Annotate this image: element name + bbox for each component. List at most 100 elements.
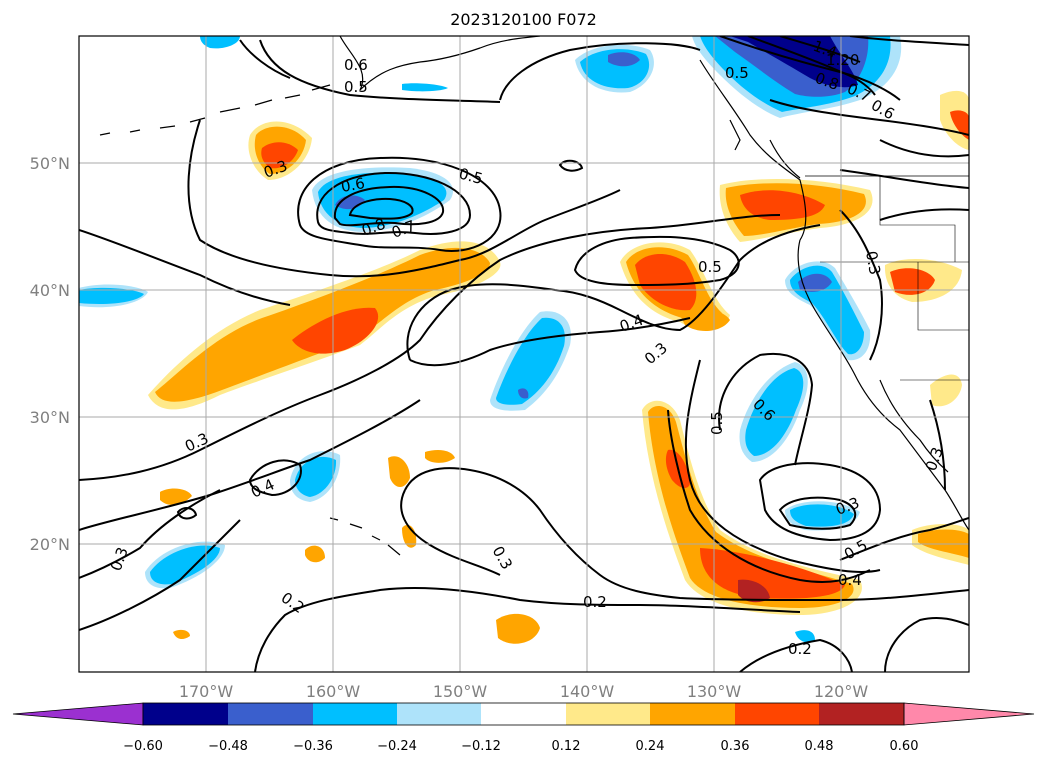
contour-line <box>79 229 291 306</box>
contour-line <box>409 317 691 367</box>
lon-label: 140°W <box>560 682 615 701</box>
contour-line <box>718 352 814 466</box>
anomaly-negative <box>518 388 529 399</box>
colorbar-tick-label: −0.48 <box>208 739 248 754</box>
contour-line <box>747 36 876 96</box>
anomaly-negative <box>795 630 815 643</box>
colorbar-segment <box>228 703 313 725</box>
colorbar-tick-label: 0.36 <box>721 739 750 754</box>
contour-label: 0.3 <box>489 543 517 573</box>
anomaly-positive <box>292 307 379 354</box>
contour-label: 0.6 <box>340 174 367 196</box>
anomaly-negative <box>790 504 854 527</box>
contour-label: 0.5 <box>725 64 749 82</box>
coastline-aleutians <box>99 84 331 136</box>
contour-label: 0.5 <box>457 164 485 188</box>
contour-label: 0.5 <box>344 78 368 96</box>
contour-label: 0.4 <box>617 311 646 336</box>
contour-line <box>79 519 241 631</box>
lat-label: 30°N <box>30 408 70 427</box>
contour-line <box>297 156 502 252</box>
lat-label: 50°N <box>30 154 70 173</box>
contour-line <box>248 459 302 497</box>
anomaly-positive <box>950 110 969 140</box>
latitude-labels: 50°N 40°N 30°N 20°N <box>30 154 70 554</box>
colorbar-tick-label: 0.48 <box>805 739 834 754</box>
colorbar-tick-label: −0.36 <box>293 739 333 754</box>
contour-line <box>254 587 801 672</box>
contour-label: 0.2 <box>788 640 812 658</box>
contour-line <box>348 197 414 220</box>
contour-line <box>558 159 584 172</box>
colorbar-tick-label: −0.12 <box>461 739 501 754</box>
lat-label: 40°N <box>30 281 70 300</box>
contour-label: 0.3 <box>182 429 211 455</box>
contour-label: 0.2 <box>278 589 308 617</box>
coastline-haida-gwaii <box>729 119 741 151</box>
contour-label: 0.4 <box>248 475 277 501</box>
contour-label: 0.5 <box>708 411 726 435</box>
border-states <box>820 176 969 381</box>
colorbar-segment <box>735 703 819 725</box>
anomaly-positive <box>648 406 854 608</box>
contour-line <box>839 517 969 561</box>
contour-label: 0.4 <box>838 571 862 589</box>
colorbar-tick-label: 0.24 <box>636 739 665 754</box>
anomaly-negative <box>496 317 565 405</box>
contour-line <box>667 409 871 583</box>
shaded-anomalies <box>79 36 969 644</box>
graticule <box>79 36 969 672</box>
colorbar-tick-label: −0.24 <box>377 739 417 754</box>
anomaly-negative <box>79 287 144 304</box>
anomaly-negative <box>745 368 804 456</box>
lon-label: 150°W <box>433 682 488 701</box>
anomaly-negative <box>798 273 832 292</box>
anomaly-positive <box>738 579 770 603</box>
contour-label: 0.3 <box>107 545 132 574</box>
contour-line <box>187 119 621 278</box>
contour-label: 1.20 <box>826 51 859 69</box>
colorbar-segment <box>143 703 228 725</box>
map-title: 2023120100 F072 <box>450 10 597 29</box>
colorbar-segment <box>650 703 735 725</box>
colorbar-segment <box>819 703 904 725</box>
contour-line <box>573 235 740 287</box>
colorbar: −0.60 −0.48 −0.36 −0.24 −0.12 0.12 0.24 … <box>12 702 1035 754</box>
anomaly-negative <box>150 545 220 585</box>
colorbar-segment <box>481 703 566 725</box>
contour-label: 0.5 <box>841 536 871 564</box>
anomaly-positive <box>890 268 935 295</box>
contour-line <box>499 42 701 101</box>
coastline-hawaii <box>329 517 401 556</box>
contour-line <box>333 185 445 227</box>
anomaly-positive <box>261 142 298 169</box>
colorbar-tick-label: 0.60 <box>890 739 919 754</box>
contour-line <box>176 507 198 520</box>
anomaly-positive <box>680 308 730 332</box>
lon-label: 120°W <box>814 682 869 701</box>
contour-label: 0.3 <box>641 339 671 368</box>
contour-line <box>839 139 969 189</box>
anomaly-negative <box>200 36 240 49</box>
lon-label: 170°W <box>179 682 234 701</box>
colorbar-tick-label: −0.60 <box>123 739 163 754</box>
contour-line <box>758 462 882 542</box>
coastline-vancouver-island <box>769 139 801 179</box>
contour-line <box>884 616 969 672</box>
contour-line <box>778 496 857 530</box>
colorbar-extend-right <box>903 702 1035 726</box>
contours <box>79 36 969 672</box>
anomaly-positive <box>305 545 325 563</box>
contour-line <box>79 489 221 579</box>
contour-line <box>404 467 969 602</box>
contour-label: 0.2 <box>583 593 607 611</box>
anomaly-positive <box>930 374 962 407</box>
coastline-alaska <box>339 36 541 91</box>
anomaly-positive <box>388 456 410 487</box>
contour-line <box>779 36 861 63</box>
map-frame <box>78 35 970 673</box>
anomaly-positive <box>160 488 192 505</box>
contour-line <box>316 171 472 235</box>
contour-line <box>719 36 901 101</box>
